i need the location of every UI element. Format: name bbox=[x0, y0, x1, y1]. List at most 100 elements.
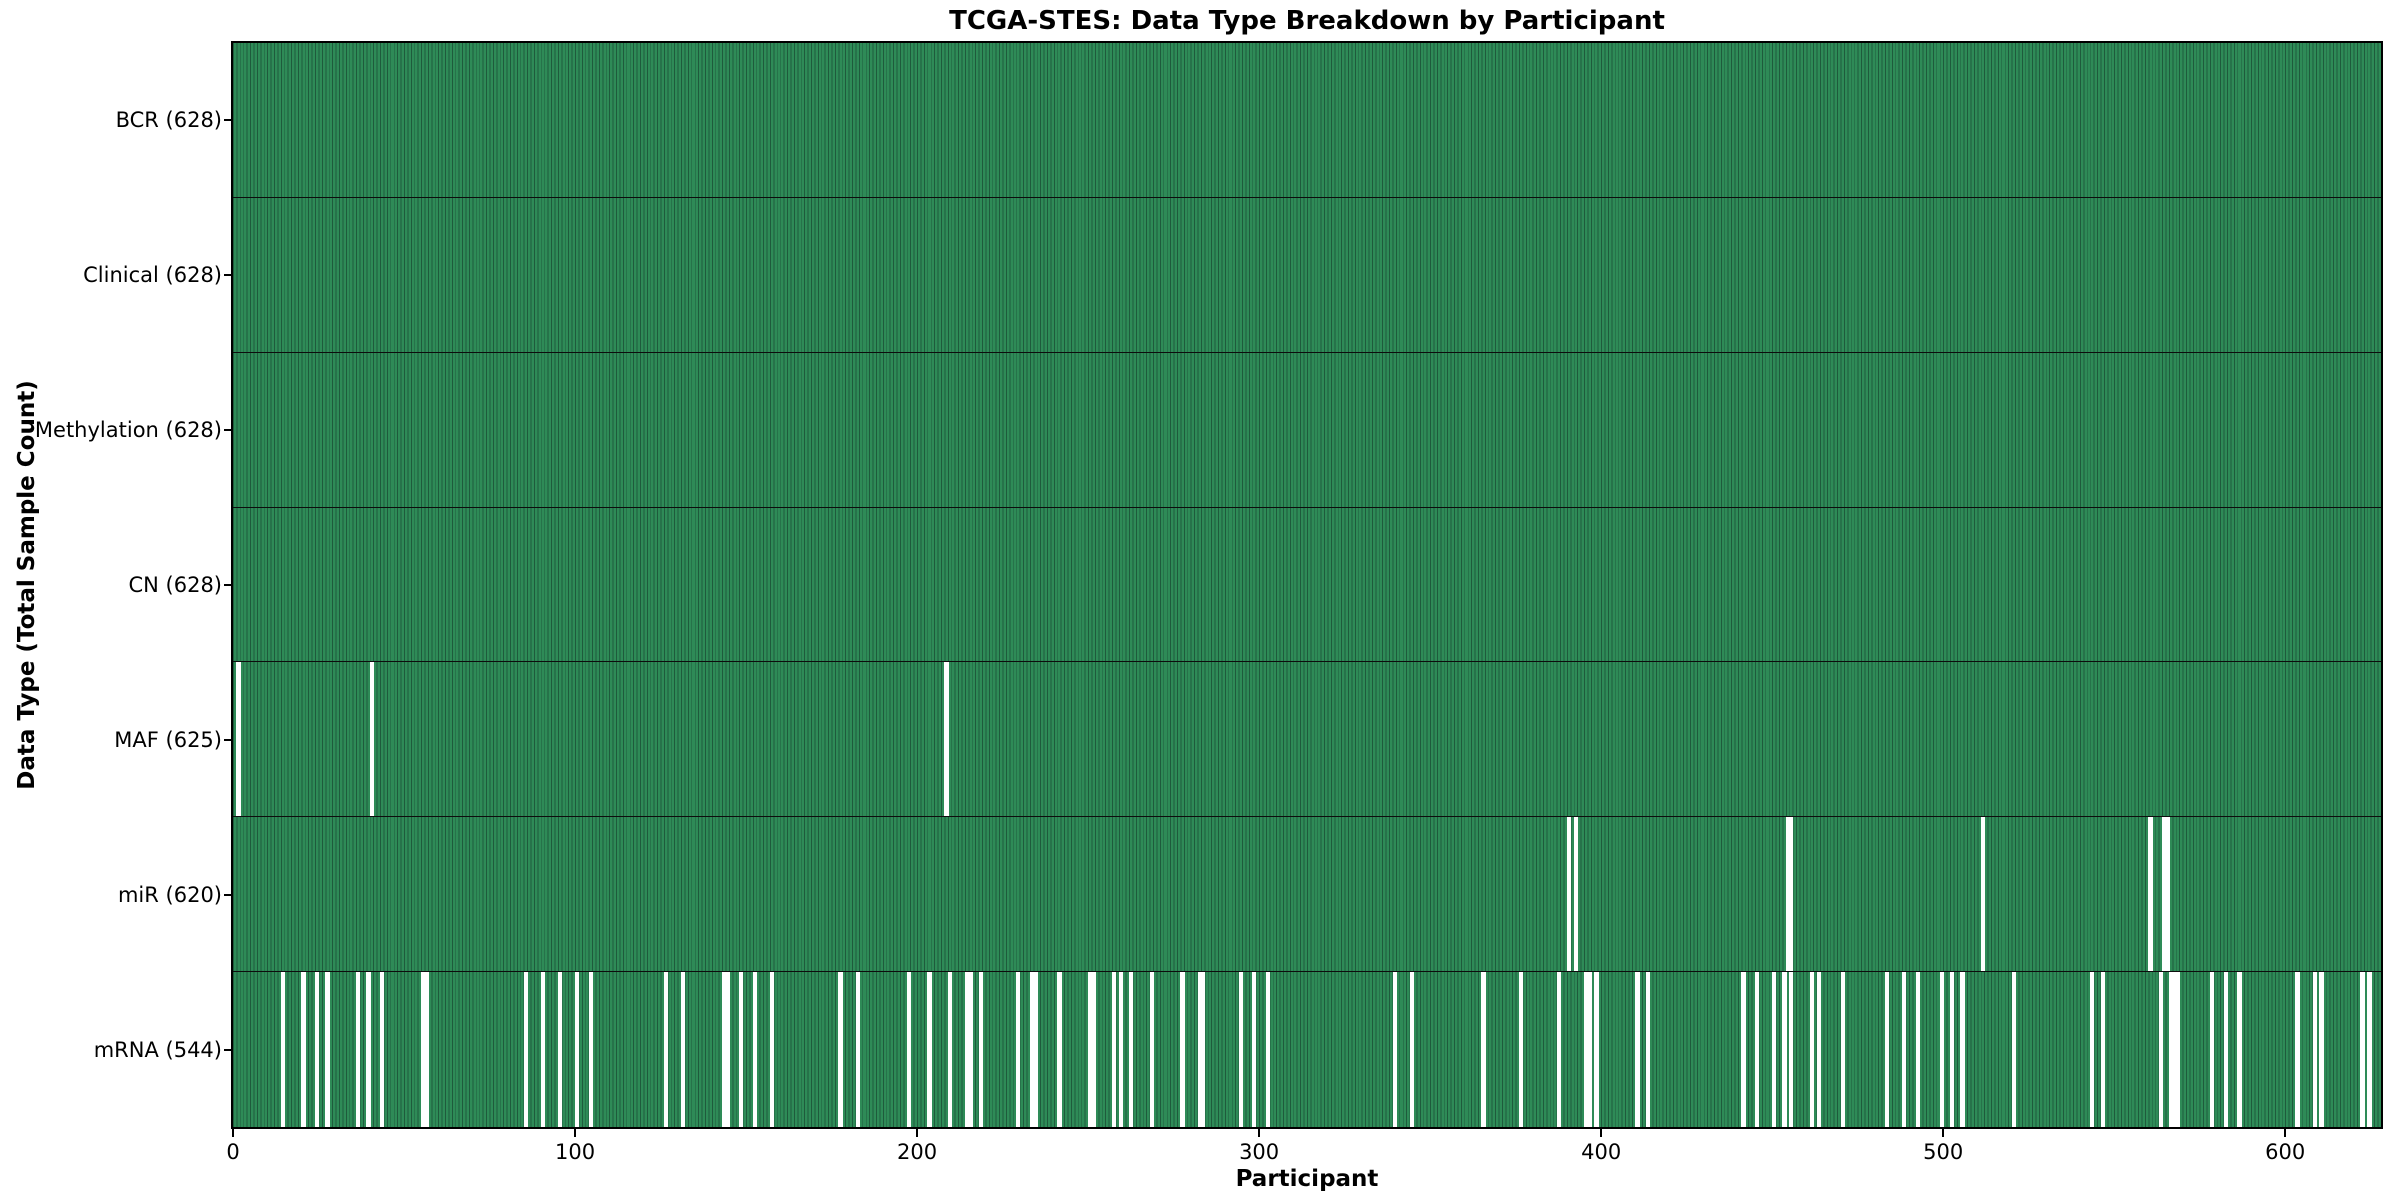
x-tick-mark bbox=[1600, 1128, 1603, 1137]
x-tick-mark bbox=[1258, 1128, 1261, 1137]
absent-stripe bbox=[2158, 972, 2163, 1127]
chart-title: TCGA-STES: Data Type Breakdown by Partic… bbox=[949, 6, 1665, 36]
y-tick-label-MAF: MAF (625) bbox=[114, 727, 222, 752]
absent-stripe bbox=[2319, 972, 2324, 1127]
absent-stripe bbox=[1741, 972, 1746, 1127]
absent-stripe bbox=[722, 972, 727, 1127]
absent-stripe bbox=[1645, 972, 1650, 1127]
y-tick-label-Clinical: Clinical (628) bbox=[83, 263, 222, 288]
y-tick-mark bbox=[224, 584, 233, 586]
row-band-Clinical bbox=[233, 197, 2381, 353]
absent-stripe bbox=[2165, 817, 2170, 972]
plot-area: Present Absent bbox=[231, 41, 2383, 1129]
absent-stripe bbox=[968, 972, 973, 1127]
absent-stripe bbox=[1392, 972, 1397, 1127]
absent-stripe bbox=[1950, 972, 1955, 1127]
absent-stripe bbox=[1088, 972, 1093, 1127]
absent-stripe bbox=[947, 972, 953, 1127]
absent-stripe bbox=[1809, 972, 1814, 1127]
absent-stripe bbox=[1584, 972, 1589, 1127]
y-tick-mark bbox=[224, 1048, 233, 1051]
absent-stripe bbox=[380, 972, 385, 1127]
absent-stripe bbox=[1016, 972, 1021, 1127]
y-tick-label-BCR: BCR (628) bbox=[115, 108, 222, 133]
absent-stripe bbox=[2011, 972, 2016, 1127]
absent-stripe bbox=[1816, 972, 1821, 1127]
absent-stripe bbox=[2312, 972, 2317, 1127]
row-band-MAF bbox=[233, 662, 2381, 818]
absent-stripe bbox=[424, 972, 429, 1127]
row-band-Methylation bbox=[233, 352, 2381, 508]
absent-stripe bbox=[1200, 972, 1206, 1127]
x-tick-mark bbox=[916, 1128, 919, 1137]
absent-stripe bbox=[1635, 972, 1640, 1127]
absent-stripe bbox=[2209, 972, 2215, 1127]
absent-stripe bbox=[557, 972, 563, 1127]
absent-stripe bbox=[369, 662, 375, 817]
x-tick-mark bbox=[574, 1128, 577, 1137]
absent-stripe bbox=[1057, 972, 1062, 1127]
absent-stripe bbox=[2295, 972, 2300, 1127]
absent-stripe bbox=[1197, 972, 1202, 1127]
y-tick-mark bbox=[224, 119, 233, 122]
absent-stripe bbox=[1789, 972, 1794, 1127]
x-tick-label-200: 200 bbox=[897, 1140, 938, 1164]
absent-stripe bbox=[978, 972, 983, 1127]
absent-stripe bbox=[236, 662, 241, 817]
row-band-CN bbox=[233, 507, 2381, 663]
absent-stripe bbox=[1785, 817, 1791, 972]
absent-stripe bbox=[1902, 972, 1907, 1127]
absent-stripe bbox=[838, 972, 843, 1127]
absent-stripe bbox=[2175, 972, 2180, 1127]
absent-stripe bbox=[1772, 972, 1777, 1127]
absent-stripe bbox=[1840, 972, 1845, 1127]
absent-stripe bbox=[1755, 972, 1760, 1127]
absent-stripe bbox=[739, 972, 744, 1127]
absent-stripe bbox=[2223, 972, 2228, 1127]
absent-stripe bbox=[964, 972, 970, 1127]
absent-stripe bbox=[1091, 972, 1096, 1127]
absent-stripe bbox=[2367, 972, 2372, 1127]
absent-stripe bbox=[1915, 972, 1921, 1127]
absent-stripe bbox=[855, 972, 860, 1127]
absent-stripe bbox=[906, 972, 912, 1127]
x-tick-label-400: 400 bbox=[1581, 1140, 1622, 1164]
absent-stripe bbox=[421, 972, 426, 1127]
absent-stripe bbox=[1587, 972, 1592, 1127]
absent-stripe bbox=[1029, 972, 1035, 1127]
y-tick-label-Methylation: Methylation (628) bbox=[34, 418, 222, 443]
y-tick-mark bbox=[224, 893, 233, 896]
absent-stripe bbox=[540, 972, 546, 1127]
absent-stripe bbox=[1566, 817, 1572, 972]
absent-stripe bbox=[1782, 972, 1787, 1127]
y-tick-label-CN: CN (628) bbox=[128, 573, 222, 597]
absent-stripe bbox=[588, 972, 593, 1127]
absent-stripe bbox=[2162, 817, 2167, 972]
absent-stripe bbox=[1112, 972, 1117, 1127]
x-tick-label-600: 600 bbox=[2265, 1140, 2306, 1164]
absent-stripe bbox=[280, 972, 286, 1127]
absent-stripe bbox=[1033, 972, 1038, 1127]
absent-stripe bbox=[1960, 972, 1965, 1127]
absent-stripe bbox=[2168, 972, 2174, 1127]
absent-stripe bbox=[1594, 972, 1599, 1127]
row-band-BCR bbox=[233, 43, 2381, 198]
x-tick-mark bbox=[232, 1128, 234, 1137]
absent-stripe bbox=[2148, 817, 2153, 972]
absent-stripe bbox=[663, 972, 669, 1127]
absent-stripe bbox=[1180, 972, 1185, 1127]
absent-stripe bbox=[1409, 972, 1414, 1127]
y-tick-mark bbox=[224, 274, 233, 277]
absent-stripe bbox=[927, 972, 932, 1127]
y-tick-mark bbox=[224, 429, 233, 432]
absent-stripe bbox=[1118, 972, 1124, 1127]
absent-stripe bbox=[1265, 972, 1271, 1127]
absent-stripe bbox=[523, 972, 528, 1127]
absent-stripe bbox=[1939, 972, 1944, 1127]
absent-stripe bbox=[356, 972, 361, 1127]
row-band-miR bbox=[233, 817, 2381, 973]
absent-stripe bbox=[1556, 972, 1561, 1127]
absent-stripe bbox=[1238, 972, 1243, 1127]
x-tick-mark bbox=[1942, 1128, 1945, 1137]
absent-stripe bbox=[681, 972, 686, 1127]
